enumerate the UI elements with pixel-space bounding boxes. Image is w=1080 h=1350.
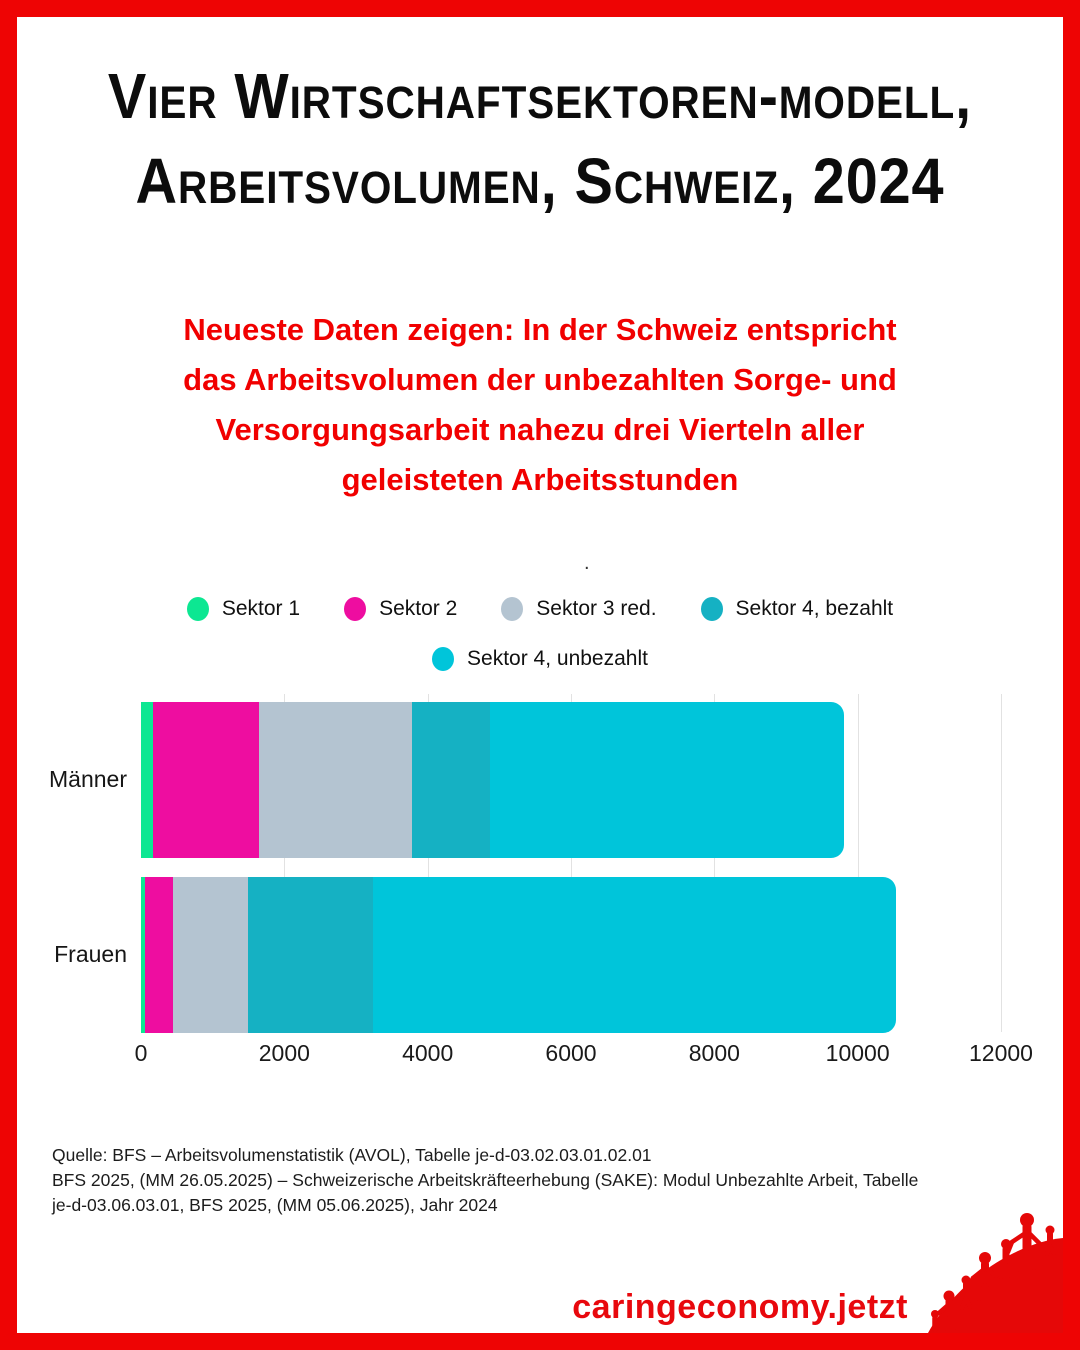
legend-item-sektor-1: Sektor 1 [186,597,301,621]
source-note: Quelle: BFS – Arbeitsvolumenstatistik (A… [52,1145,919,1215]
website-url: caringeconomy.jetzt [572,1288,908,1326]
people-on-hill-logo [928,1213,1063,1333]
bar-segment-sektor-4--bezahlt [248,877,374,1033]
x-tick-12000: 12000 [969,1040,1033,1066]
category-label-mnner: Männer [49,766,127,792]
gridline-10000 [857,694,859,1032]
subtitle: Neueste Daten zeigen: In der Schweiz ent… [183,312,897,497]
bar-segment-sektor-2 [153,702,259,858]
x-tick-0: 0 [134,1040,148,1066]
legend-swatch-icon [501,597,524,621]
page-title-line2: Arbeitsvolumen, Schweiz, 2024 [135,145,945,217]
x-tick-4000: 4000 [402,1040,454,1066]
legend-label: Sektor 2 [379,597,458,620]
bar-segment-sektor-3-red- [258,702,412,858]
x-tick-10000: 10000 [825,1040,890,1066]
gridline-2000 [284,694,286,1032]
gridline-4000 [427,694,429,1032]
legend-item-sektor-3-red-: Sektor 3 red. [501,597,657,621]
legend-label: Sektor 1 [221,597,301,620]
legend-label: Sektor 4, unbezahlt [467,647,648,670]
legend-row-1: Sektor 1 Sektor 2 Sektor 3 red. Sektor 4, b… [0,597,1080,621]
gridline-6000 [571,694,572,1032]
bar-segment-sektor-3-red- [172,877,249,1033]
legend-item-sektor-2: Sektor 2 [344,597,457,621]
x-tick-6000: 6000 [545,1040,597,1066]
page-title: Vier Wirtschaftsektoren-modell, Arbeitsv… [0,54,1080,224]
legend-row-2: Sektor 4, unbezahlt [0,647,1080,671]
bar-segment-sektor-2 [145,877,173,1033]
bar-segment-sektor-4--bezahlt [411,702,490,858]
legend-swatch-icon [432,647,455,671]
bar-frauen [141,877,897,1033]
bar-segment-sektor-1 [141,702,154,858]
legend-swatch-icon [186,597,209,621]
legend-swatch-icon [700,597,723,621]
bar-segment-sektor-4--unbezahlt [373,877,897,1033]
legend-swatch-icon [344,597,367,621]
x-tick-2000: 2000 [258,1040,310,1066]
gridline-8000 [714,694,716,1032]
legend-item-sektor-4--unbezahlt: Sektor 4, unbezahlt [432,647,648,671]
legend-label: Sektor 3 red. [536,597,657,620]
bar-segment-sektor-1 [141,877,146,1033]
stray-period-mark: . [584,552,590,574]
legend-item-sektor-4--bezahlt: Sektor 4, bezahlt [700,597,894,621]
page-title-line1: Vier Wirtschaftsektoren-modell, [107,60,973,132]
legend-label: Sektor 4, bezahlt [735,597,894,620]
x-tick-8000: 8000 [688,1040,740,1066]
bar-mnner [141,702,845,858]
category-label-frauen: Frauen [54,941,127,967]
bar-segment-sektor-4--unbezahlt [489,702,845,858]
gridline-12000 [1001,694,1002,1032]
